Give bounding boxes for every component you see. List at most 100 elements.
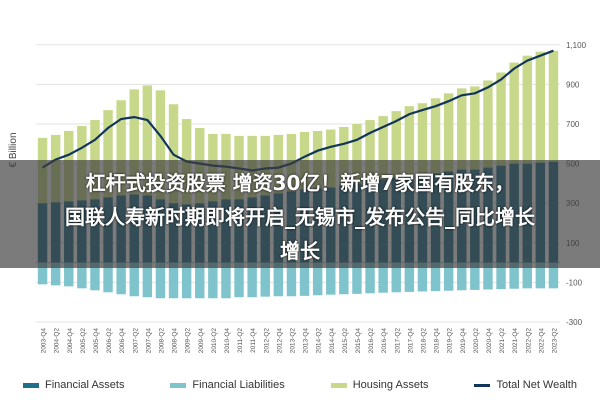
bar-financial-liabilities — [168, 262, 179, 299]
bar-financial-liabilities — [129, 262, 139, 297]
bar-housing-assets — [430, 98, 441, 174]
x-tick-label: 2009-Q2 — [185, 328, 192, 354]
y-tick-label: 1,100 — [566, 41, 587, 50]
bar-housing-assets — [496, 72, 506, 166]
x-tick-label: 2020-Q2 — [473, 328, 480, 354]
x-tick-label: 2017-Q4 — [407, 328, 414, 354]
bar-housing-assets — [535, 51, 546, 163]
bar-financial-liabilities — [378, 262, 388, 293]
bar-housing-assets — [417, 103, 428, 176]
x-tick-label: 2018-Q2 — [420, 328, 427, 354]
legend-item-financial-assets: Financial Assets — [22, 379, 125, 391]
legend-label: Total Net Wealth — [496, 379, 577, 391]
bar-financial-liabilities — [90, 262, 100, 291]
x-tick-label: 2013-Q2 — [289, 328, 296, 354]
x-tick-label: 2019-Q4 — [460, 328, 467, 354]
bar-financial-liabilities — [483, 262, 493, 290]
y-axis-label: € Billion — [8, 132, 19, 167]
x-tick-label: 2006-Q2 — [106, 328, 113, 354]
legend-item-total-net-wealth: Total Net Wealth — [474, 379, 577, 391]
bar-financial-liabilities — [443, 262, 454, 291]
x-tick-label: 2013-Q4 — [303, 328, 310, 354]
bar-financial-liabilities — [548, 262, 559, 289]
bar-financial-liabilities — [234, 262, 244, 298]
bar-financial-liabilities — [522, 262, 532, 289]
x-tick-label: 2015-Q2 — [342, 328, 349, 354]
x-tick-label: 2014-Q4 — [329, 328, 336, 354]
legend-item-housing-assets: Housing Assets — [330, 379, 429, 391]
x-tick-label: 2012-Q2 — [263, 328, 270, 354]
x-tick-label: 2005-Q2 — [80, 328, 87, 354]
headline-line-2: 国联人寿新时期即将开启_无锡市_发布公告_同比增长 — [65, 205, 535, 229]
x-tick-label: 2007-Q4 — [145, 328, 152, 354]
legend-label: Housing Assets — [352, 379, 429, 391]
bar-financial-liabilities — [221, 262, 231, 299]
bar-housing-assets — [155, 90, 166, 200]
bar-financial-liabilities — [470, 262, 480, 290]
bar-financial-liabilities — [103, 262, 113, 293]
x-tick-label: 2011-Q4 — [250, 328, 257, 353]
bar-financial-liabilities — [37, 262, 48, 285]
legend-item-financial-liabilities: Financial Liabilities — [170, 379, 285, 391]
x-tick-label: 2010-Q2 — [211, 328, 218, 354]
bar-financial-liabilities — [457, 262, 467, 291]
bar-financial-liabilities — [312, 262, 323, 296]
bar-financial-liabilities — [260, 262, 270, 297]
x-tick-label: 2009-Q4 — [198, 328, 205, 354]
legend-label: Financial Assets — [44, 379, 125, 391]
bar-financial-liabilities — [299, 262, 310, 296]
headline-line-3: 增长 — [280, 239, 320, 263]
legend-label: Financial Liabilities — [192, 379, 285, 391]
bar-financial-liabilities — [181, 262, 192, 299]
bar-financial-liabilities — [326, 262, 336, 295]
bar-financial-liabilities — [365, 262, 375, 294]
bar-financial-liabilities — [535, 262, 546, 289]
bar-housing-assets — [391, 111, 401, 178]
x-tick-label: 2012-Q4 — [276, 328, 283, 354]
bar-housing-assets — [548, 50, 559, 162]
bar-financial-liabilities — [352, 262, 362, 294]
x-tick-label: 2015-Q4 — [355, 328, 362, 354]
bar-housing-assets — [103, 110, 113, 198]
x-tick-label: 2003-Q4 — [41, 328, 48, 354]
bar-financial-liabilities — [391, 262, 401, 293]
x-tick-label: 2008-Q2 — [158, 328, 165, 354]
legend: Financial Assets Financial Liabilities H… — [0, 374, 600, 396]
bar-financial-liabilities — [142, 262, 153, 298]
y-tick-label: 700 — [566, 120, 580, 129]
x-tick-label: 2022-Q2 — [525, 328, 532, 354]
bar-housing-assets — [90, 120, 100, 200]
x-tick-label: 2004-Q2 — [54, 328, 61, 354]
legend-swatch — [330, 382, 347, 388]
x-tick-label: 2021-Q4 — [512, 328, 519, 354]
bar-housing-assets — [509, 62, 519, 164]
y-tick-label: -300 — [566, 318, 583, 327]
overlay-headline[interactable]: 杠杆式投资股票 增资30亿！新增7家国有股东， 国联人寿新时期即将开启_无锡市_… — [0, 166, 600, 268]
bar-housing-assets — [378, 116, 388, 180]
bar-financial-liabilities — [155, 262, 166, 299]
bar-financial-liabilities — [77, 262, 87, 289]
bar-housing-assets — [457, 88, 467, 170]
bar-financial-liabilities — [339, 262, 349, 295]
bar-housing-assets — [129, 89, 139, 195]
bar-housing-assets — [312, 130, 323, 189]
x-tick-label: 2006-Q4 — [119, 328, 126, 354]
bar-housing-assets — [443, 93, 454, 172]
bar-housing-assets — [339, 126, 349, 186]
bar-housing-assets — [365, 120, 375, 182]
bar-housing-assets — [470, 86, 480, 170]
bar-financial-liabilities — [430, 262, 441, 292]
bar-housing-assets — [116, 100, 126, 196]
bar-financial-liabilities — [273, 262, 284, 297]
x-tick-label: 2021-Q2 — [499, 328, 506, 354]
bar-financial-liabilities — [496, 262, 506, 290]
headline-line-1: 杠杆式投资股票 增资30亿！新增7家国有股东， — [85, 171, 515, 195]
bar-housing-assets — [352, 124, 362, 184]
x-tick-label: 2016-Q4 — [381, 328, 388, 354]
bar-housing-assets — [142, 85, 153, 196]
bar-financial-liabilities — [64, 262, 74, 287]
legend-swatch — [22, 382, 39, 388]
legend-swatch — [170, 382, 187, 388]
x-tick-label: 2020-Q4 — [486, 328, 493, 354]
bar-financial-liabilities — [116, 262, 126, 295]
